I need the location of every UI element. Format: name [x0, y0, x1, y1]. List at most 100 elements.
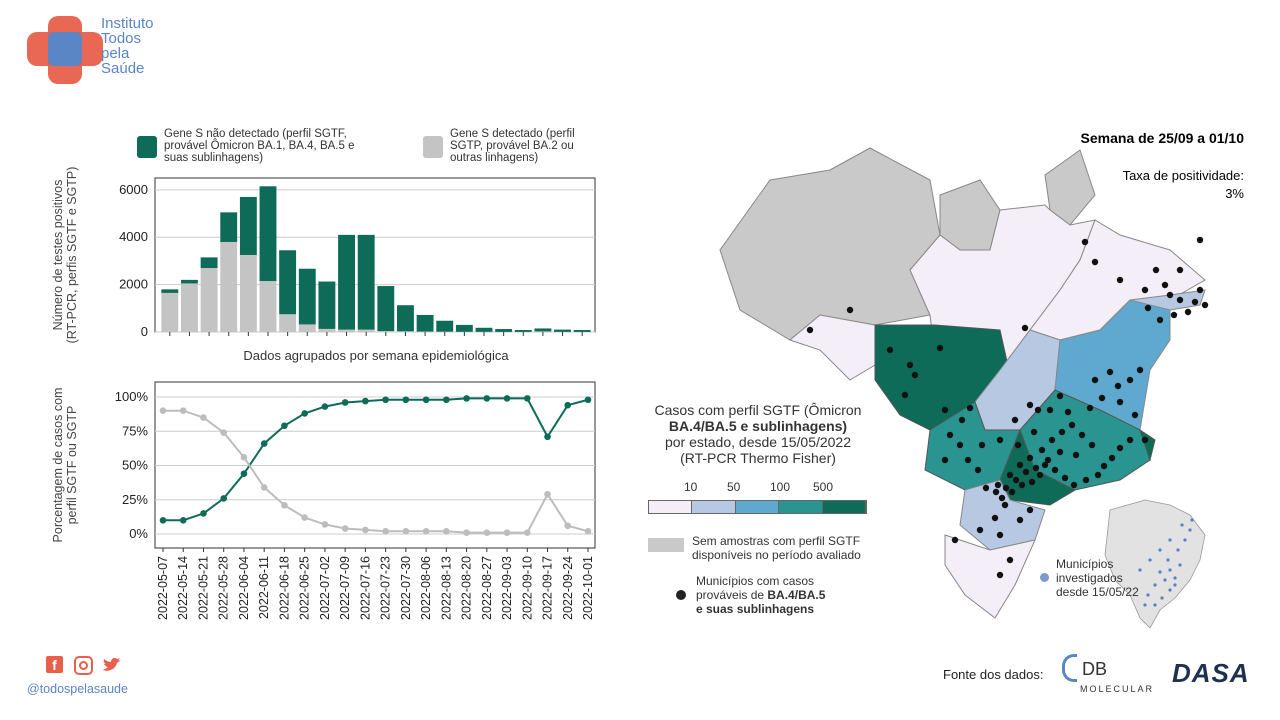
municipality-dot	[901, 391, 909, 399]
line-point	[523, 529, 531, 536]
line-point	[483, 529, 491, 536]
bar-y-tick-label: 2000	[119, 277, 148, 292]
municipality-dot	[1100, 462, 1108, 470]
x-tick-label: 2022-09-24	[561, 556, 575, 620]
map-region-amapa-nodata	[1044, 149, 1096, 226]
line-point	[159, 517, 167, 524]
no-data-label: Sem amostras com perfil SGTF disponíveis…	[692, 534, 861, 562]
inset-dot	[1146, 593, 1150, 597]
inset-dot	[1138, 568, 1142, 572]
bar-sgtf	[397, 305, 414, 332]
municipality-dot	[1091, 258, 1099, 266]
municipality-dot	[1086, 404, 1094, 412]
municipality-dot	[998, 494, 1006, 502]
bar-sgtf	[318, 281, 336, 329]
map-region-rio-grande-sul	[944, 534, 1036, 619]
municipality-dot	[996, 436, 1004, 444]
bar-y-axis-label: Número de testes positivos(RT-PCR, perfi…	[51, 167, 79, 344]
municipality-dot	[1116, 444, 1124, 452]
map-title-line4: (RT-PCR Thermo Fisher)	[680, 450, 836, 466]
social-handle[interactable]: @todospelasaude	[27, 682, 128, 696]
x-tick-label: 2022-07-16	[358, 556, 372, 620]
municipality-dot	[1098, 394, 1106, 402]
municipality-dot	[994, 481, 1002, 489]
municipality-dot	[1046, 406, 1054, 414]
municipality-dot	[1176, 266, 1184, 274]
bar-sgtf	[338, 234, 355, 330]
bar-sgtp	[220, 241, 238, 332]
brand-logo: Instituto Todos pela Saúde	[27, 16, 167, 86]
municipality-dot	[846, 306, 854, 314]
db-molecular-logo: DB MOLECULAR	[1062, 652, 1172, 697]
inset-dot	[1163, 578, 1167, 582]
municipality-dot	[966, 404, 974, 412]
x-tick-label: 2022-10-01	[581, 556, 595, 620]
municipality-dot	[1006, 556, 1014, 564]
municipality-dot	[1016, 516, 1024, 524]
scale-swatch	[649, 501, 693, 513]
municipality-dot	[1170, 311, 1178, 319]
municipality-dot	[1018, 481, 1026, 489]
instagram-icon[interactable]	[74, 656, 93, 675]
bar-y-tick-label: 4000	[119, 229, 148, 244]
bar-sgtp	[161, 292, 179, 332]
map-title-line1: Casos com perfil SGTF (Ômicron	[654, 402, 862, 418]
municipality-dot	[1002, 484, 1010, 492]
map-dots	[806, 236, 1209, 579]
municipality-dot	[1026, 401, 1034, 409]
dots-label-line3: e suas sublinhagens	[696, 602, 815, 616]
x-tick-label: 2022-06-25	[298, 556, 312, 620]
line-point	[260, 484, 268, 491]
line-y-tick-label: 50%	[122, 458, 148, 473]
facebook-icon[interactable]: f	[46, 656, 63, 673]
data-source-label: Fonte dos dados:	[943, 667, 1044, 682]
x-tick-label: 2022-09-10	[520, 556, 534, 620]
inset-dot	[1160, 596, 1164, 600]
municipality-dot	[1144, 304, 1152, 312]
scale-swatch	[692, 501, 736, 513]
x-tick-label: 2022-06-04	[237, 556, 251, 620]
municipality-dot	[941, 406, 949, 414]
line-point	[200, 510, 207, 517]
line-point	[281, 501, 288, 509]
line-point	[584, 527, 592, 535]
inset-dot	[1178, 563, 1182, 567]
db-logo-icon	[1062, 654, 1077, 682]
x-tick-label: 2022-05-07	[156, 556, 170, 620]
inset-dot	[1166, 558, 1170, 562]
bar-sgtf	[475, 327, 493, 332]
inset-dot	[1173, 576, 1177, 580]
municipality-dot	[1030, 428, 1038, 436]
x-tick-label: 2022-05-14	[176, 556, 190, 620]
legend-sgtf-swatch	[137, 136, 157, 158]
line-y-tick-label: 75%	[122, 423, 148, 438]
bar-x-axis-label: Dados agrupados por semana epidemiológic…	[243, 348, 509, 363]
bar-sgtf	[377, 286, 395, 332]
inset-map-outline	[1104, 499, 1206, 629]
x-tick-label: 2022-07-23	[379, 556, 393, 620]
social-icons[interactable]: f	[46, 656, 126, 676]
inset-dot	[1168, 538, 1172, 542]
inset-dot	[1176, 548, 1180, 552]
municipality-dot	[974, 466, 982, 474]
municipality-dot	[978, 441, 986, 449]
x-tick-label: 2022-08-20	[460, 556, 474, 620]
inset-map	[1104, 499, 1206, 629]
week-title: Semana de 25/09 a 01/10	[1080, 130, 1244, 146]
municipality-dot	[1058, 428, 1066, 436]
x-tick-label: 2022-07-09	[338, 556, 352, 620]
municipality-dot	[1116, 276, 1124, 284]
line-point	[544, 433, 551, 441]
x-tick-label: 2022-08-06	[419, 556, 433, 620]
twitter-icon[interactable]	[102, 657, 122, 673]
line-point	[402, 396, 410, 404]
municipality-dot	[1088, 441, 1096, 449]
municipality-dot	[1191, 298, 1199, 306]
municipality-dot	[1021, 324, 1029, 332]
bar-sgtf	[514, 329, 532, 332]
bar-sgtp	[397, 331, 414, 332]
logo-line: Todos	[101, 30, 142, 47]
positivity-label: Taxa de positividade:	[1122, 168, 1244, 183]
municipality-dot	[1156, 316, 1164, 324]
bar-sgtf	[573, 330, 591, 332]
